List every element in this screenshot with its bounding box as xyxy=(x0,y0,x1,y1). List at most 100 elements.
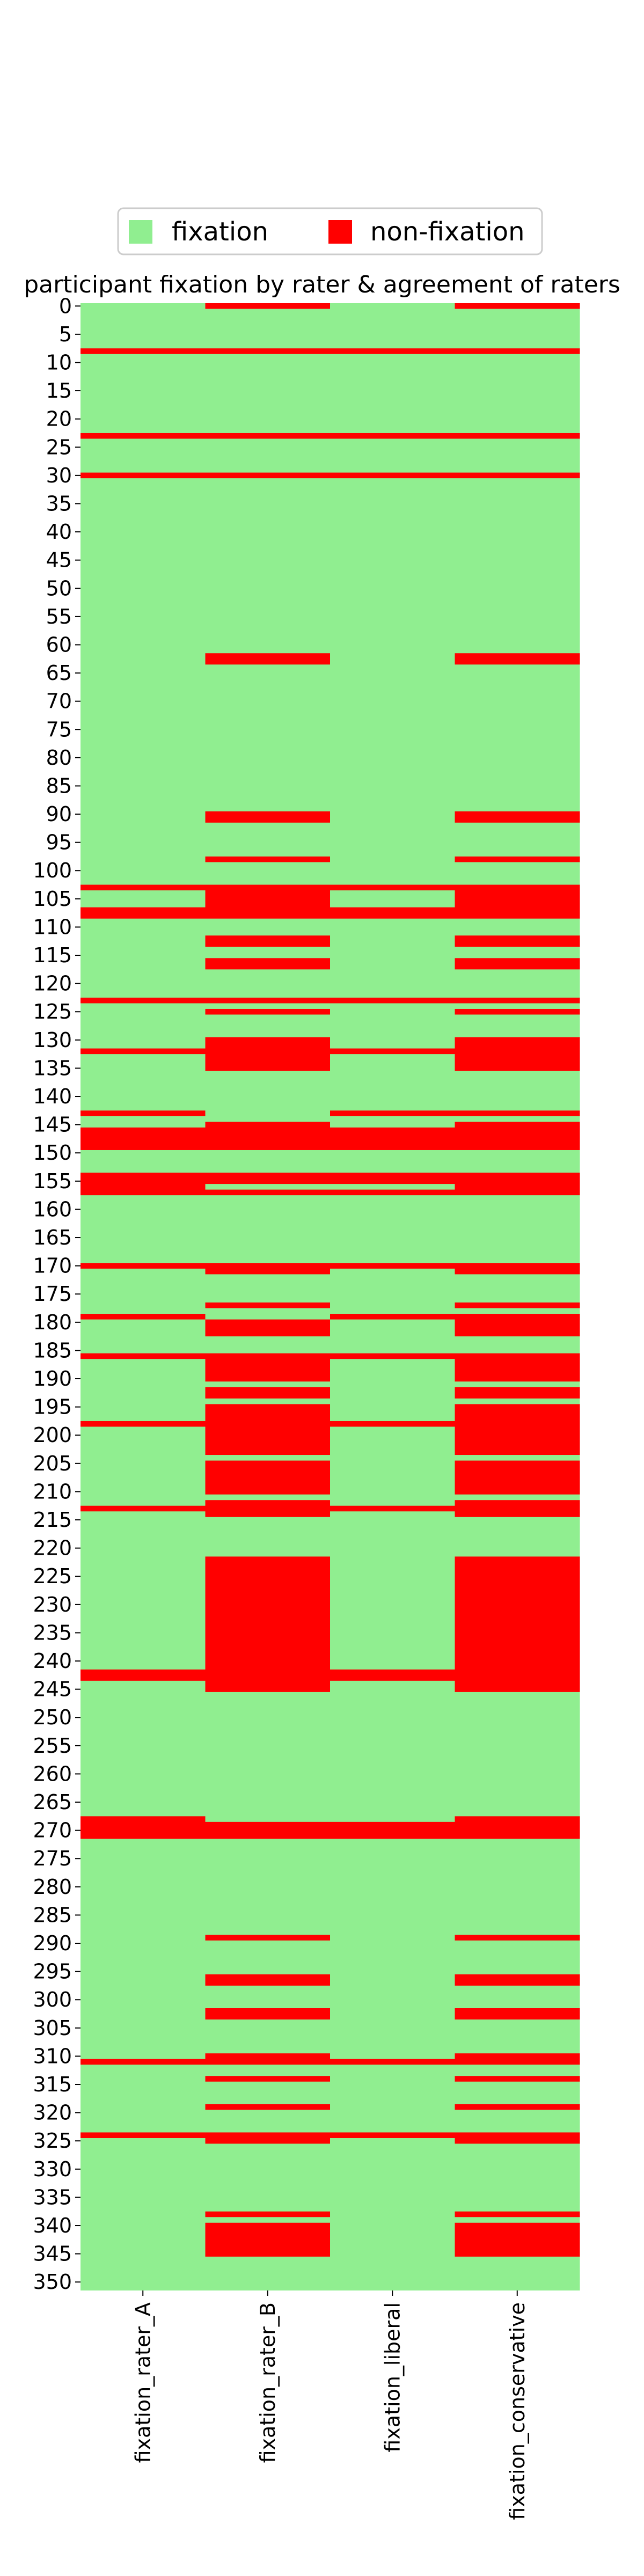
heatmap-cell-non-fixation xyxy=(205,1353,331,1382)
y-tick-label: 90 xyxy=(46,802,72,826)
heatmap-cell-non-fixation xyxy=(455,1404,580,1455)
heatmap-cell-non-fixation xyxy=(455,433,580,439)
heatmap-cell-non-fixation xyxy=(205,1500,331,1517)
heatmap-cell-non-fixation xyxy=(455,348,580,354)
y-tick-label: 60 xyxy=(46,633,72,656)
y-tick-label: 285 xyxy=(33,1903,72,1927)
heatmap-cell-non-fixation xyxy=(80,1127,206,1150)
heatmap-cell-non-fixation xyxy=(205,1556,331,1692)
heatmap-column-fixation-conservative xyxy=(455,303,580,2290)
heatmap-cell-non-fixation xyxy=(80,2132,206,2138)
heatmap-cell-non-fixation xyxy=(80,1263,206,1269)
y-tick-label: 30 xyxy=(46,464,72,487)
y-tick-label: 290 xyxy=(33,1931,72,1955)
y-tick-label: 5 xyxy=(59,323,72,346)
y-tick-label: 50 xyxy=(46,576,72,600)
heatmap-cell-non-fixation xyxy=(205,2132,331,2144)
heatmap-cell-non-fixation xyxy=(80,1173,206,1196)
y-tick-label: 85 xyxy=(46,774,72,797)
y-tick-label: 105 xyxy=(33,887,72,911)
heatmap-cell-non-fixation xyxy=(205,1319,331,1337)
y-tick-label: 345 xyxy=(33,2242,72,2266)
x-tick-label-fixation-rater-A: fixation_rater_A xyxy=(131,2302,155,2463)
heatmap-cell-non-fixation xyxy=(455,997,580,1004)
y-tick-label: 100 xyxy=(33,859,72,882)
y-tick-label: 165 xyxy=(33,1226,72,1249)
y-tick-label: 205 xyxy=(33,1452,72,1475)
y-tick-label: 160 xyxy=(33,1197,72,1221)
chart-title: participant fixation by rater & agreemen… xyxy=(24,271,620,298)
heatmap-cell-non-fixation xyxy=(205,997,331,1004)
heatmap-cell-non-fixation xyxy=(80,2059,206,2065)
heatmap-cell-non-fixation xyxy=(80,348,206,354)
y-tick-label: 255 xyxy=(33,1734,72,1758)
heatmap-cell-non-fixation xyxy=(330,433,455,439)
legend-swatch-fixation xyxy=(129,220,152,244)
y-tick-label: 35 xyxy=(46,492,72,515)
heatmap-cell-non-fixation xyxy=(455,958,580,970)
y-tick-label: 80 xyxy=(46,746,72,770)
heatmap-cell-non-fixation xyxy=(80,997,206,1004)
y-tick-label: 15 xyxy=(46,379,72,402)
heatmap-cell-non-fixation xyxy=(455,2104,580,2110)
y-tick-label: 210 xyxy=(33,1480,72,1503)
y-tick-label: 215 xyxy=(33,1508,72,1532)
legend-label-non-fixation: non-fixation xyxy=(370,217,525,247)
heatmap-cell-non-fixation xyxy=(80,1816,206,1839)
heatmap-cell-non-fixation xyxy=(455,303,580,309)
y-tick-label: 295 xyxy=(33,1960,72,1984)
y-tick-label: 245 xyxy=(33,1678,72,1701)
heatmap-cell-non-fixation xyxy=(455,1122,580,1150)
y-tick-label: 115 xyxy=(33,943,72,967)
heatmap-cell-non-fixation xyxy=(455,856,580,862)
heatmap-cell-non-fixation xyxy=(330,1189,455,1196)
heatmap-cell-non-fixation xyxy=(205,1302,331,1308)
heatmap-cell-non-fixation xyxy=(455,1353,580,1382)
y-tick-label: 350 xyxy=(33,2270,72,2294)
y-tick-label: 155 xyxy=(33,1169,72,1193)
heatmap-cell-non-fixation xyxy=(80,1669,206,1681)
legend-label-fixation: fixation xyxy=(172,217,268,247)
heatmap-cell-non-fixation xyxy=(205,935,331,947)
heatmap-plot-area xyxy=(80,303,580,2290)
y-tick-label: 270 xyxy=(33,1819,72,1842)
heatmap-cell-non-fixation xyxy=(80,884,206,891)
heatmap-cell-non-fixation xyxy=(205,884,331,919)
heatmap-cell-non-fixation xyxy=(455,1263,580,1275)
y-tick-label: 120 xyxy=(33,972,72,996)
heatmap-cell-non-fixation xyxy=(205,1387,331,1399)
heatmap-cell-non-fixation xyxy=(80,1314,206,1320)
y-tick-label: 280 xyxy=(33,1875,72,1899)
heatmap-cell-non-fixation xyxy=(205,1821,331,1839)
heatmap-cell-non-fixation xyxy=(330,1110,455,1116)
y-tick-label: 170 xyxy=(33,1254,72,1278)
heatmap-cell-non-fixation xyxy=(455,1037,580,1071)
x-axis: fixation_rater_A fixation_rater_B fixation… xyxy=(131,2290,529,2520)
y-axis: 0 5 10 15 20 25 30 35 40 45 50 55 60 65 70 75 80 85 90 95 10… xyxy=(33,294,80,2294)
y-tick-label: 150 xyxy=(33,1141,72,1165)
heatmap-cell-non-fixation xyxy=(330,2059,455,2065)
heatmap-cell-non-fixation xyxy=(455,1314,580,1337)
y-tick-label: 250 xyxy=(33,1706,72,1729)
heatmap-cell-non-fixation xyxy=(330,1505,455,1512)
heatmap-cell-non-fixation xyxy=(205,2211,331,2218)
heatmap-cell-non-fixation xyxy=(330,348,455,354)
heatmap-cell-non-fixation xyxy=(205,1974,331,1986)
heatmap-cell-non-fixation xyxy=(330,1173,455,1184)
y-tick-label: 110 xyxy=(33,915,72,939)
y-tick-label: 325 xyxy=(33,2129,72,2153)
heatmap-cell-non-fixation xyxy=(455,1110,580,1116)
heatmap-cell-non-fixation xyxy=(80,907,206,919)
heatmap-cell-non-fixation xyxy=(455,884,580,919)
heatmap-cell-non-fixation xyxy=(330,1314,455,1320)
heatmap-cell-non-fixation xyxy=(80,433,206,439)
heatmap-cell-non-fixation xyxy=(455,1460,580,1495)
heatmap-cell-non-fixation xyxy=(205,348,331,354)
heatmap-cell-non-fixation xyxy=(455,1816,580,1839)
heatmap-cell-non-fixation xyxy=(455,1556,580,1692)
heatmap-cell-non-fixation xyxy=(330,1669,455,1681)
y-tick-label: 265 xyxy=(33,1790,72,1814)
y-tick-label: 200 xyxy=(33,1423,72,1447)
heatmap-cell-non-fixation xyxy=(455,1935,580,1941)
